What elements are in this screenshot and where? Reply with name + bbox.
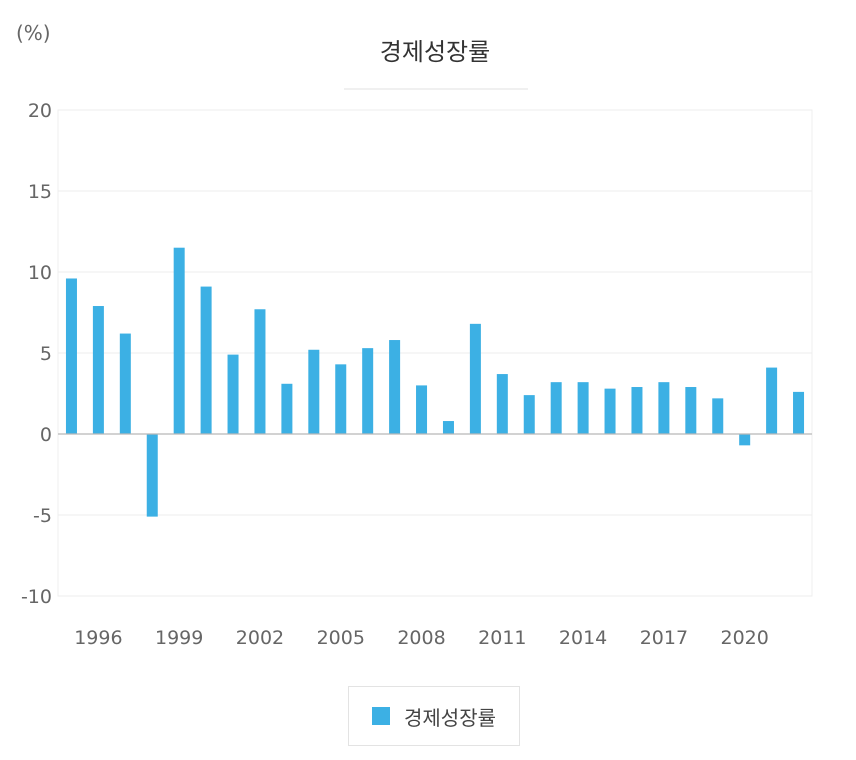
legend[interactable]: 경제성장률 [348, 686, 520, 746]
bar-2006[interactable] [362, 348, 374, 434]
bar-1995[interactable] [65, 278, 77, 434]
x-tick-label: 1999 [155, 627, 203, 649]
gridlines [58, 109, 812, 597]
chart-title: 경제성장률 [380, 38, 490, 66]
bar-2010[interactable] [469, 323, 481, 434]
bar-1998[interactable] [146, 434, 158, 517]
legend-label: 경제성장률 [404, 705, 496, 730]
bar-2014[interactable] [577, 382, 589, 434]
bars [65, 247, 805, 517]
y-tick-label: -5 [33, 505, 52, 527]
x-tick-label: 2017 [640, 627, 688, 649]
bar-2022[interactable] [793, 391, 805, 434]
x-axis-ticks: 1996 1999 2002 2005 2008 2011 2014 2017 2020 [74, 627, 769, 649]
bar-2016[interactable] [631, 387, 643, 434]
y-tick-label: 10 [28, 262, 52, 284]
y-tick-label: -10 [21, 586, 52, 608]
x-tick-label: 2002 [236, 627, 284, 649]
bar-2015[interactable] [604, 388, 616, 434]
x-tick-label: 2014 [559, 627, 607, 649]
x-tick-label: 2005 [317, 627, 365, 649]
bar-2001[interactable] [227, 354, 239, 434]
bar-2021[interactable] [766, 367, 778, 434]
y-tick-label: 0 [40, 424, 52, 446]
bar-2019[interactable] [712, 398, 724, 434]
bar-2004[interactable] [308, 349, 320, 434]
y-unit-label: (%) [16, 21, 51, 45]
bar-2012[interactable] [523, 395, 535, 434]
bar-2020[interactable] [739, 434, 751, 446]
bar-2011[interactable] [496, 374, 508, 434]
bar-2008[interactable] [416, 385, 428, 434]
bar-2002[interactable] [254, 309, 266, 434]
y-tick-label: 15 [28, 181, 52, 203]
bar-1996[interactable] [92, 306, 104, 434]
y-tick-label: 20 [28, 100, 52, 122]
bar-1999[interactable] [173, 247, 185, 434]
y-axis-ticks: 20 15 10 5 0 -5 -10 [21, 100, 52, 608]
bar-2009[interactable] [442, 421, 454, 434]
bar-2013[interactable] [550, 382, 562, 434]
bar-2003[interactable] [281, 383, 293, 434]
x-tick-label: 2020 [720, 627, 768, 649]
bar-2000[interactable] [200, 286, 212, 434]
y-tick-label: 5 [40, 343, 52, 365]
bar-2018[interactable] [685, 387, 697, 434]
bar-2007[interactable] [389, 340, 401, 434]
x-tick-label: 2011 [478, 627, 526, 649]
x-tick-label: 2008 [397, 627, 445, 649]
bar-2017[interactable] [658, 382, 670, 434]
bar-1997[interactable] [119, 333, 131, 434]
legend-swatch [372, 707, 390, 725]
x-tick-label: 1996 [74, 627, 122, 649]
bar-2005[interactable] [335, 364, 347, 434]
